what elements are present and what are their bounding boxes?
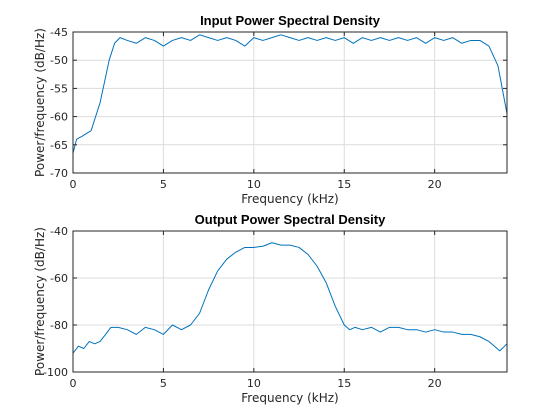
output-x-tick-label: 15 — [337, 377, 351, 390]
input-x-axis-label: Frequency (kHz) — [241, 192, 338, 206]
input-x-tick-label: 0 — [70, 178, 77, 191]
output-y-axis-label: Power/frequency (dB/Hz) — [33, 227, 47, 376]
output-x-tick-label: 20 — [428, 377, 442, 390]
input-chart-title: Input Power Spectral Density — [200, 13, 381, 28]
output-plot-area — [73, 231, 507, 372]
output-y-tick-label: -60 — [50, 272, 68, 285]
output-y-tick-label: -40 — [50, 225, 68, 238]
output-axes-frame — [72, 230, 508, 373]
output-x-tick-label: 10 — [247, 377, 261, 390]
output-x-tick-label: 5 — [160, 377, 167, 390]
input-psd-plot: 0 5 10 15 20 -70 -65 -60 -55 -50 -45 Input Power Sp… — [33, 13, 508, 206]
input-x-tick-label: 5 — [160, 178, 167, 191]
input-y-tick-label: -50 — [50, 54, 68, 67]
input-y-axis-label: Power/frequency (dB/Hz) — [33, 28, 47, 177]
input-x-tick-label: 15 — [337, 178, 351, 191]
input-x-tick-label: 10 — [247, 178, 261, 191]
output-chart-title: Output Power Spectral Density — [195, 212, 386, 227]
input-y-tick-label: -55 — [50, 82, 68, 95]
output-psd-plot: 0 5 10 15 20 -100 -80 -60 -40 Output Power Spectr… — [33, 212, 508, 405]
output-x-axis-label: Frequency (kHz) — [241, 391, 338, 405]
output-y-tick-label: -100 — [43, 366, 68, 379]
input-axes-frame — [72, 31, 508, 174]
output-y-tick-label: -80 — [50, 319, 68, 332]
input-plot-area — [73, 32, 507, 173]
input-y-tick-label: -70 — [50, 167, 68, 180]
input-x-tick-label: 20 — [428, 178, 442, 191]
input-y-tick-label: -60 — [50, 111, 68, 124]
input-psd-series-line — [72, 34, 508, 154]
output-psd-series-line — [72, 242, 508, 354]
input-y-tick-label: -45 — [50, 26, 68, 39]
input-y-tick-label: -65 — [50, 139, 68, 152]
output-x-tick-label: 0 — [70, 377, 77, 390]
